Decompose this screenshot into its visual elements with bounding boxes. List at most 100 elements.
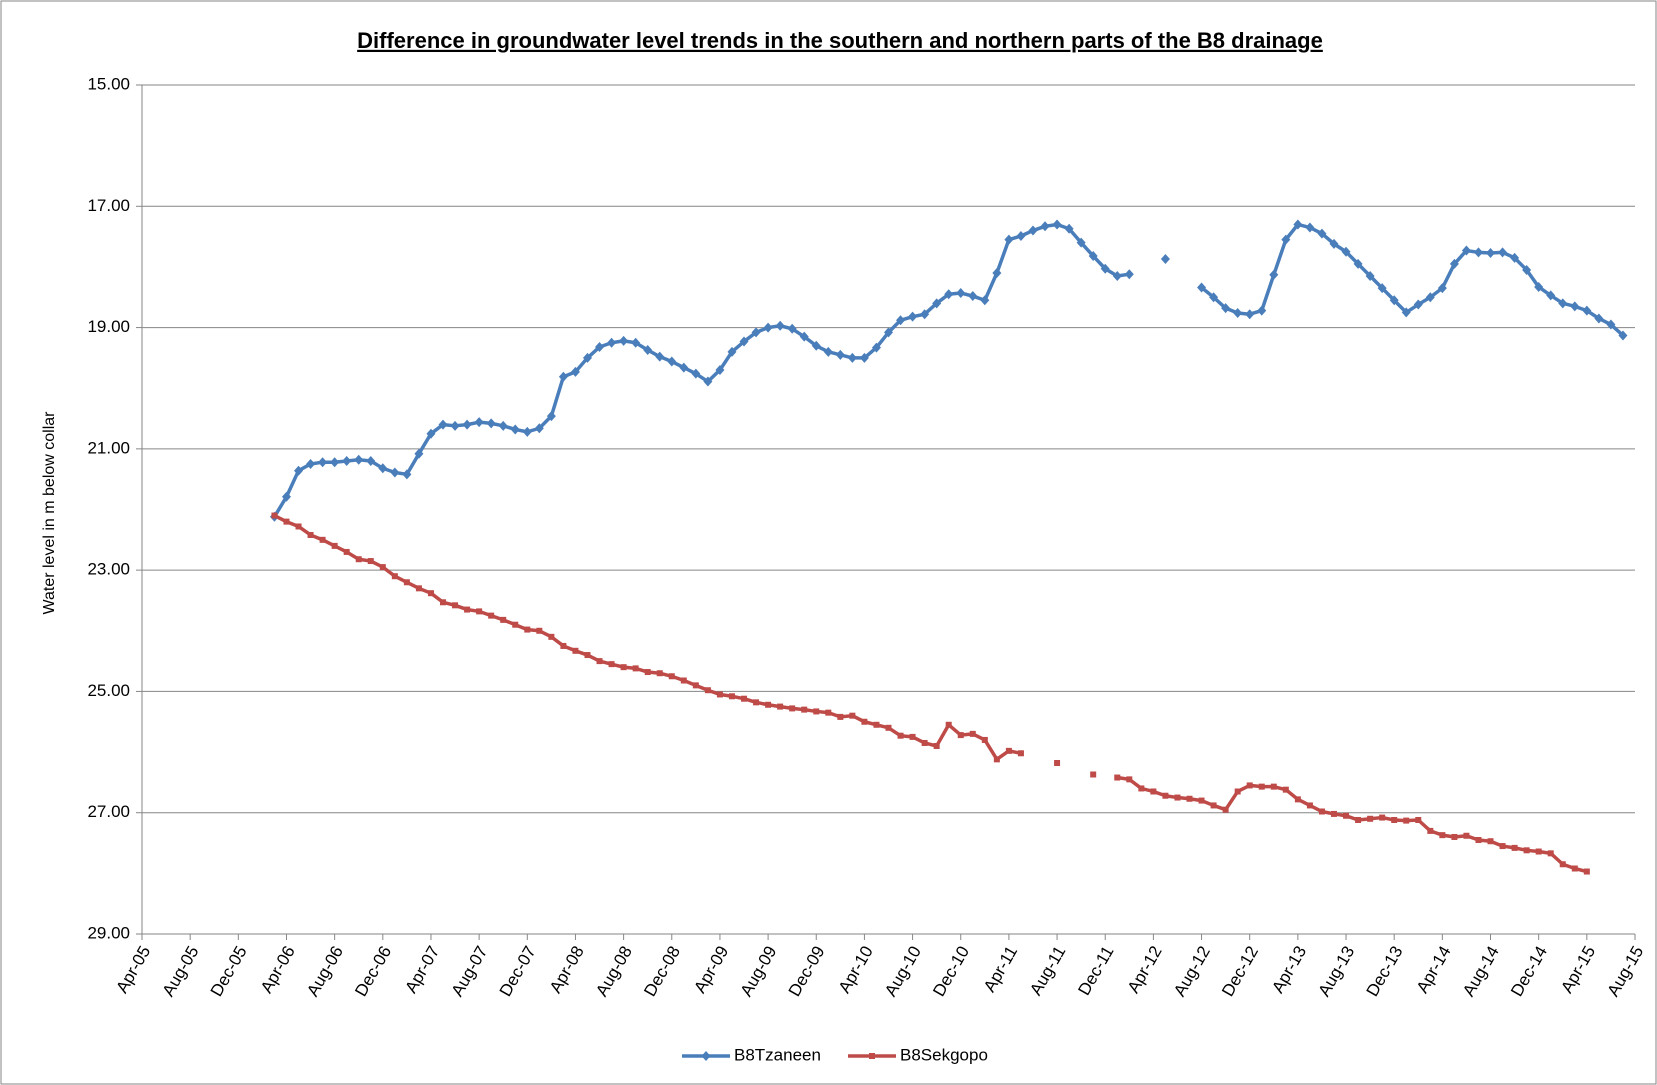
data-point [1016,231,1026,242]
data-point [1439,832,1446,839]
data-point [1209,292,1219,303]
data-point [596,658,603,665]
data-point [281,491,291,502]
y-tick-label: 27.00 [87,802,130,821]
data-point [921,739,928,746]
data-point [1294,796,1301,803]
y-tick-label: 21.00 [87,438,130,457]
data-point [739,336,749,347]
data-point [859,352,869,363]
data-point [679,362,689,373]
data-point [1401,307,1411,318]
data-point [1571,865,1578,872]
data-point [271,512,278,519]
data-point [294,465,304,476]
data-point [1028,225,1038,236]
data-point [1112,271,1122,282]
data-point [1425,292,1435,303]
data-point [801,706,808,713]
data-point [715,365,725,376]
data-point [1114,774,1121,781]
data-point [811,340,821,351]
data-point [1282,786,1289,793]
data-point [570,366,580,377]
y-tick-label: 23.00 [87,560,130,579]
data-point [1160,254,1170,265]
data-point [1004,234,1014,245]
legend-marker [869,1053,875,1059]
data-point [1403,817,1410,824]
data-point [500,616,507,623]
data-point [1343,812,1350,819]
data-point [1245,309,1255,320]
y-tick-label: 17.00 [87,196,130,215]
data-point [631,337,641,348]
data-point [861,718,868,725]
data-point [620,664,627,671]
data-point [366,455,376,466]
data-point [968,291,978,302]
data-point [680,677,687,684]
data-point [1379,814,1386,821]
data-point [1198,797,1205,804]
data-point [1124,269,1134,280]
data-point [716,691,723,698]
data-point [1281,234,1291,245]
data-point [595,341,605,352]
data-point [1415,816,1422,823]
series-line [272,222,1130,518]
data-point [825,709,832,716]
data-point [1017,750,1024,757]
y-tick-label: 29.00 [87,923,130,942]
data-point [319,536,326,543]
legend-label: B8Sekgopo [900,1045,988,1064]
data-point [1088,251,1098,262]
data-point [342,455,352,466]
data-point [1064,223,1074,234]
data-point [1258,783,1265,790]
data-point [1365,271,1375,282]
data-point [1461,245,1471,256]
data-point [367,558,374,565]
data-point [1449,258,1459,269]
data-point [1054,759,1061,766]
data-point [1413,299,1423,310]
data-point [1367,815,1374,822]
data-point [1486,247,1496,258]
data-point [753,699,760,706]
data-point [584,652,591,659]
data-point [1138,785,1145,792]
data-point [330,457,340,468]
data-point [1246,782,1253,789]
data-point [956,288,966,299]
legend-marker [701,1051,711,1061]
data-point [452,602,459,609]
data-point [1150,788,1157,795]
data-point [415,585,422,592]
y-tick-label: 19.00 [87,317,130,336]
data-point [522,426,532,437]
data-point [789,705,796,712]
data-point [1076,237,1086,248]
data-point [440,599,447,606]
data-point [1197,282,1207,293]
data-point [643,345,653,356]
data-point [464,606,471,613]
data-point [510,424,520,435]
data-point [691,368,701,379]
y-tick-label: 15.00 [87,74,130,93]
data-point [307,531,314,538]
data-point [488,612,495,619]
data-point [1451,833,1458,840]
data-point [1582,305,1592,316]
data-point [1391,816,1398,823]
data-point [379,564,386,571]
data-point [1005,747,1012,754]
data-point [608,661,615,668]
data-point [849,712,856,719]
data-point [799,331,809,342]
data-point [992,267,1002,278]
data-point [1293,219,1303,230]
data-point [295,523,302,530]
data-point [908,311,918,322]
